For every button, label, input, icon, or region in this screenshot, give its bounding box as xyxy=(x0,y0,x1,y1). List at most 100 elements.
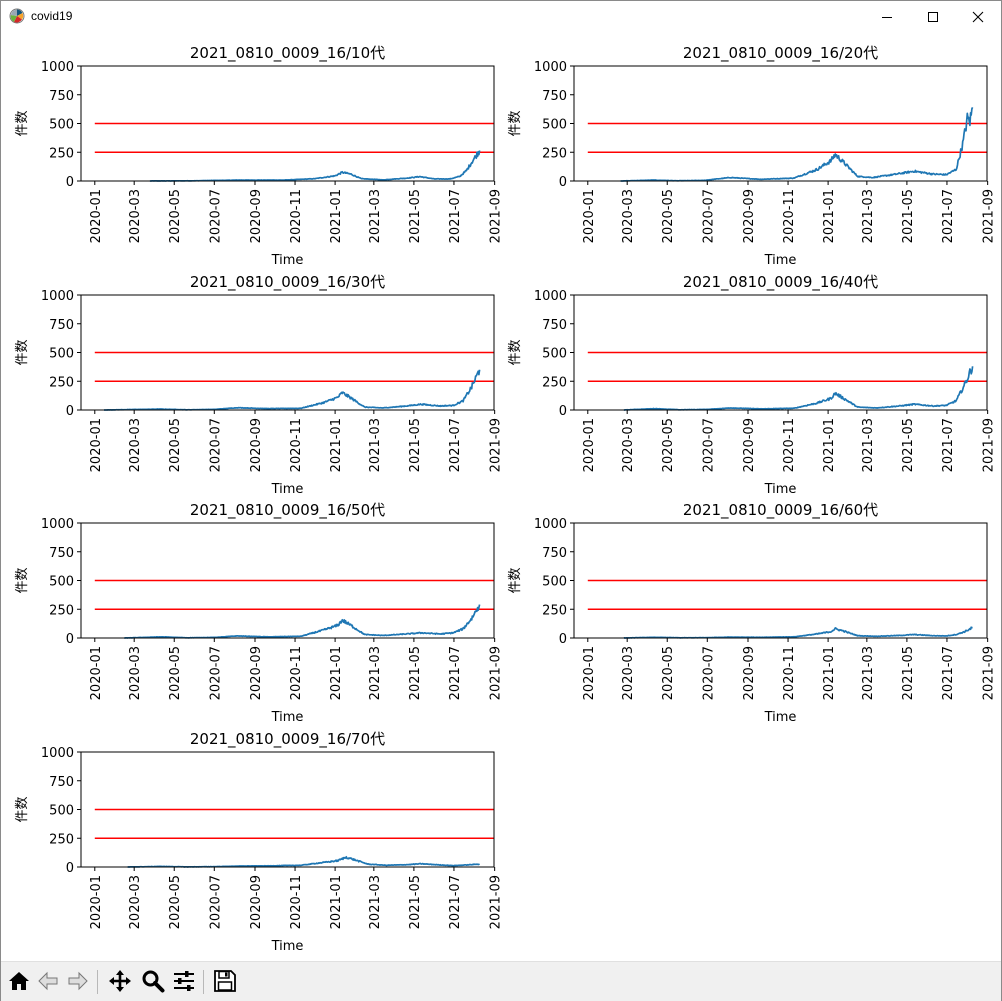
y-axis-label: 件数 xyxy=(508,567,523,593)
forward-button[interactable] xyxy=(64,967,92,995)
x-tick-label: 2020-09 xyxy=(742,646,757,700)
x-tick-label: 2021-01 xyxy=(329,418,344,472)
x-tick-label: 2020-11 xyxy=(289,189,304,243)
x-tick-label: 2021-07 xyxy=(448,875,463,929)
x-tick-label: 2020-07 xyxy=(208,418,223,472)
x-tick-label: 2021-07 xyxy=(448,189,463,243)
x-axis-label: Time xyxy=(764,482,797,497)
x-tick-label: 2020-07 xyxy=(208,875,223,929)
toolbar-separator xyxy=(97,970,98,994)
y-tick-label: 500 xyxy=(49,804,74,819)
subplot-title: 2021_0810_0009_16/40代 xyxy=(683,273,878,292)
y-tick-label: 750 xyxy=(542,546,567,561)
home-button[interactable] xyxy=(5,967,33,995)
y-tick-label: 750 xyxy=(49,546,74,561)
x-tick-label: 2020-03 xyxy=(128,418,143,472)
x-tick-label: 2021-03 xyxy=(861,646,876,700)
subplot-4: 2021_0810_0009_16/40代 0 250 500 750 1000 2020-… xyxy=(508,273,997,497)
subplot-5: 2021_0810_0009_16/50代 0 250 500 750 1000 2020-… xyxy=(15,501,504,725)
y-axis-label: 件数 xyxy=(508,339,523,365)
y-tick-label: 250 xyxy=(49,832,74,847)
x-tick-label: 2020-09 xyxy=(249,875,264,929)
x-tick-label: 2020-03 xyxy=(128,875,143,929)
maximize-icon xyxy=(928,11,938,22)
figure-canvas[interactable]: 2021_0810_0009_16/10代 0 250 500 750 1000 2020-… xyxy=(1,32,1001,961)
series-line xyxy=(623,366,974,411)
x-tick-label: 2021-05 xyxy=(408,189,423,243)
floppy-disk-icon xyxy=(214,970,236,992)
y-tick-label: 250 xyxy=(542,146,567,161)
y-tick-label: 750 xyxy=(49,318,74,333)
x-tick-label: 2020-05 xyxy=(661,418,676,472)
x-tick-label: 2021-05 xyxy=(901,418,916,472)
y-tick-label: 250 xyxy=(49,146,74,161)
move-icon xyxy=(109,970,131,992)
y-tick-label: 250 xyxy=(542,375,567,390)
maximize-button[interactable] xyxy=(910,1,956,32)
x-tick-label: 2021-05 xyxy=(901,646,916,700)
series-line xyxy=(103,369,481,411)
y-tick-label: 1000 xyxy=(41,289,74,304)
subplot-1: 2021_0810_0009_16/10代 0 250 500 750 1000 2020-… xyxy=(15,44,504,268)
x-tick-label: 2020-03 xyxy=(621,418,636,472)
x-tick-label: 2020-01 xyxy=(582,189,597,243)
y-tick-label: 1000 xyxy=(534,517,567,532)
x-tick-label: 2021-01 xyxy=(822,189,837,243)
subplot-title: 2021_0810_0009_16/50代 xyxy=(190,501,385,520)
x-tick-label: 2020-09 xyxy=(249,189,264,243)
y-tick-label: 250 xyxy=(49,375,74,390)
x-tick-label: 2020-09 xyxy=(249,646,264,700)
zoom-button[interactable] xyxy=(139,967,167,995)
subplot-title: 2021_0810_0009_16/10代 xyxy=(190,44,385,63)
x-tick-label: 2021-03 xyxy=(368,418,383,472)
y-tick-label: 750 xyxy=(49,89,74,104)
x-tick-label: 2020-09 xyxy=(742,189,757,243)
x-tick-label: 2020-03 xyxy=(621,189,636,243)
y-tick-label: 250 xyxy=(49,603,74,618)
navigation-toolbar xyxy=(1,961,1001,1001)
x-tick-label: 2021-09 xyxy=(489,875,504,929)
x-tick-label: 2021-01 xyxy=(822,646,837,700)
y-axis-label: 件数 xyxy=(15,796,30,822)
x-tick-label: 2020-07 xyxy=(208,646,223,700)
y-axis-label: 件数 xyxy=(15,567,30,593)
y-axis-label: 件数 xyxy=(15,339,30,365)
x-axis-label: Time xyxy=(764,710,797,725)
x-tick-label: 2021-09 xyxy=(489,189,504,243)
subplot-6: 2021_0810_0009_16/60代 0 250 500 750 1000 2020-… xyxy=(508,501,997,725)
close-button[interactable] xyxy=(955,1,1001,32)
y-tick-label: 750 xyxy=(542,318,567,333)
subplot-title: 2021_0810_0009_16/60代 xyxy=(683,501,878,520)
x-tick-label: 2020-01 xyxy=(89,189,104,243)
x-tick-label: 2021-03 xyxy=(368,189,383,243)
y-tick-label: 500 xyxy=(49,575,74,590)
y-tick-label: 1000 xyxy=(534,289,567,304)
minimize-button[interactable] xyxy=(864,1,910,32)
x-tick-label: 2020-07 xyxy=(208,189,223,243)
x-axis-label: Time xyxy=(764,253,797,268)
configure-subplots-button[interactable] xyxy=(170,967,198,995)
y-tick-label: 750 xyxy=(542,89,567,104)
subplot-3: 2021_0810_0009_16/30代 0 250 500 750 1000 2020-… xyxy=(15,273,504,497)
x-tick-label: 2021-01 xyxy=(329,646,344,700)
x-tick-label: 2020-01 xyxy=(89,646,104,700)
x-tick-label: 2021-05 xyxy=(408,875,423,929)
series-line xyxy=(149,150,481,182)
x-tick-label: 2021-03 xyxy=(861,189,876,243)
y-tick-label: 500 xyxy=(542,347,567,362)
x-tick-label: 2020-09 xyxy=(742,418,757,472)
x-tick-label: 2020-01 xyxy=(89,875,104,929)
y-tick-label: 0 xyxy=(559,632,567,647)
x-tick-label: 2021-07 xyxy=(941,189,956,243)
x-tick-label: 2020-05 xyxy=(661,189,676,243)
x-axis-label: Time xyxy=(271,939,304,954)
subplot-title: 2021_0810_0009_16/30代 xyxy=(190,273,385,292)
pan-button[interactable] xyxy=(106,967,134,995)
save-button[interactable] xyxy=(211,967,239,995)
y-tick-label: 500 xyxy=(542,575,567,590)
back-arrow-icon xyxy=(38,971,58,991)
y-tick-label: 0 xyxy=(66,861,74,876)
x-tick-label: 2020-01 xyxy=(89,418,104,472)
x-tick-label: 2020-11 xyxy=(289,418,304,472)
back-button[interactable] xyxy=(34,967,62,995)
